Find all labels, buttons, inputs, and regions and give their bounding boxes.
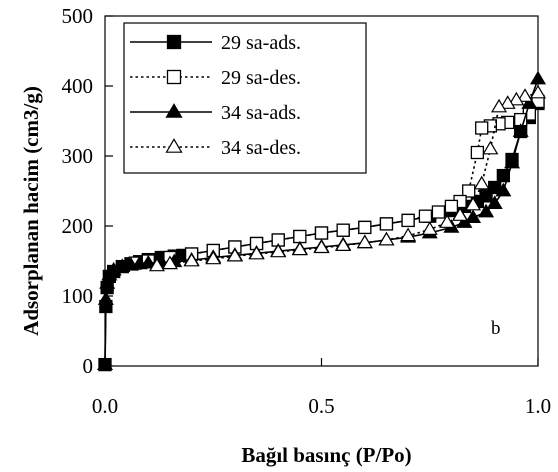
- data-point: [356, 234, 373, 249]
- x-tick-label: 0.0: [92, 394, 118, 418]
- data-point: [378, 231, 395, 246]
- data-point: [96, 356, 114, 370]
- series-layer: [96, 70, 547, 372]
- data-point: [462, 184, 476, 198]
- y-tick-label: 0: [83, 354, 94, 378]
- data-point: [183, 252, 200, 267]
- data-point: [482, 140, 499, 155]
- data-point: [465, 196, 482, 211]
- y-tick-label: 200: [62, 214, 94, 238]
- data-point: [270, 243, 287, 258]
- y-tick-label: 500: [62, 4, 94, 28]
- legend-label: 29 sa-des.: [221, 67, 301, 89]
- data-point: [529, 84, 547, 99]
- data-point: [291, 241, 308, 256]
- data-point: [140, 254, 157, 269]
- data-point: [205, 250, 222, 265]
- data-point: [400, 227, 417, 242]
- data-point: [166, 69, 182, 85]
- legend-label: 29 sa-ads.: [221, 32, 301, 54]
- y-tick-label: 100: [62, 284, 94, 308]
- legend-box: [123, 22, 367, 174]
- data-point: [165, 103, 183, 118]
- series-4: [148, 84, 547, 272]
- data-point: [473, 175, 490, 190]
- x-tick-label: 0.5: [308, 394, 334, 418]
- data-point: [99, 275, 116, 289]
- data-point: [470, 145, 485, 160]
- data-point: [495, 182, 512, 197]
- data-point: [521, 95, 538, 109]
- data-point: [97, 291, 114, 305]
- data-point: [248, 245, 265, 260]
- data-point: [335, 237, 352, 251]
- data-point: [161, 255, 178, 270]
- data-point: [148, 257, 165, 272]
- data-point: [512, 123, 529, 137]
- data-point: [165, 138, 183, 153]
- data-point: [293, 229, 307, 244]
- data-point: [517, 88, 534, 102]
- y-tick-label: 300: [62, 144, 94, 168]
- data-point: [313, 239, 330, 254]
- data-point: [226, 247, 243, 262]
- data-point: [452, 207, 469, 221]
- data-point: [401, 213, 415, 228]
- legend-label: 34 sa-des.: [221, 137, 301, 159]
- axis-ticks: [104, 15, 539, 367]
- x-axis-title: Bağıl basınç (P/Po): [241, 443, 411, 467]
- data-point: [465, 209, 482, 223]
- data-point: [504, 154, 521, 169]
- legend: 29 sa-ads. 29 sa-des. 34 sa-ads. 34 sa-des.: [123, 22, 367, 174]
- data-point: [508, 91, 525, 106]
- data-point: [486, 195, 503, 209]
- data-point: [379, 217, 394, 231]
- data-point: [336, 223, 350, 237]
- data-point: [499, 95, 516, 109]
- data-point: [439, 214, 456, 228]
- y-axis-title: Adsorplanan hacim (cm3/g): [19, 86, 43, 336]
- data-point: [491, 98, 508, 113]
- y-tick-label: 400: [62, 74, 94, 98]
- data-point: [431, 205, 446, 219]
- data-point: [421, 221, 438, 235]
- data-point: [314, 226, 329, 240]
- x-tick-label: 1.0: [525, 394, 551, 418]
- data-point: [418, 209, 433, 223]
- data-point: [478, 203, 495, 218]
- data-point: [166, 34, 182, 50]
- legend-label: 34 sa-ads.: [221, 102, 301, 124]
- tick-labels: 0 100 200 300 400 500 0.0 0.5 1.0: [62, 4, 552, 418]
- panel-annotation: b: [491, 318, 501, 339]
- data-point: [529, 70, 547, 85]
- data-point: [358, 220, 372, 235]
- data-point: [475, 121, 489, 135]
- data-point: [444, 199, 459, 214]
